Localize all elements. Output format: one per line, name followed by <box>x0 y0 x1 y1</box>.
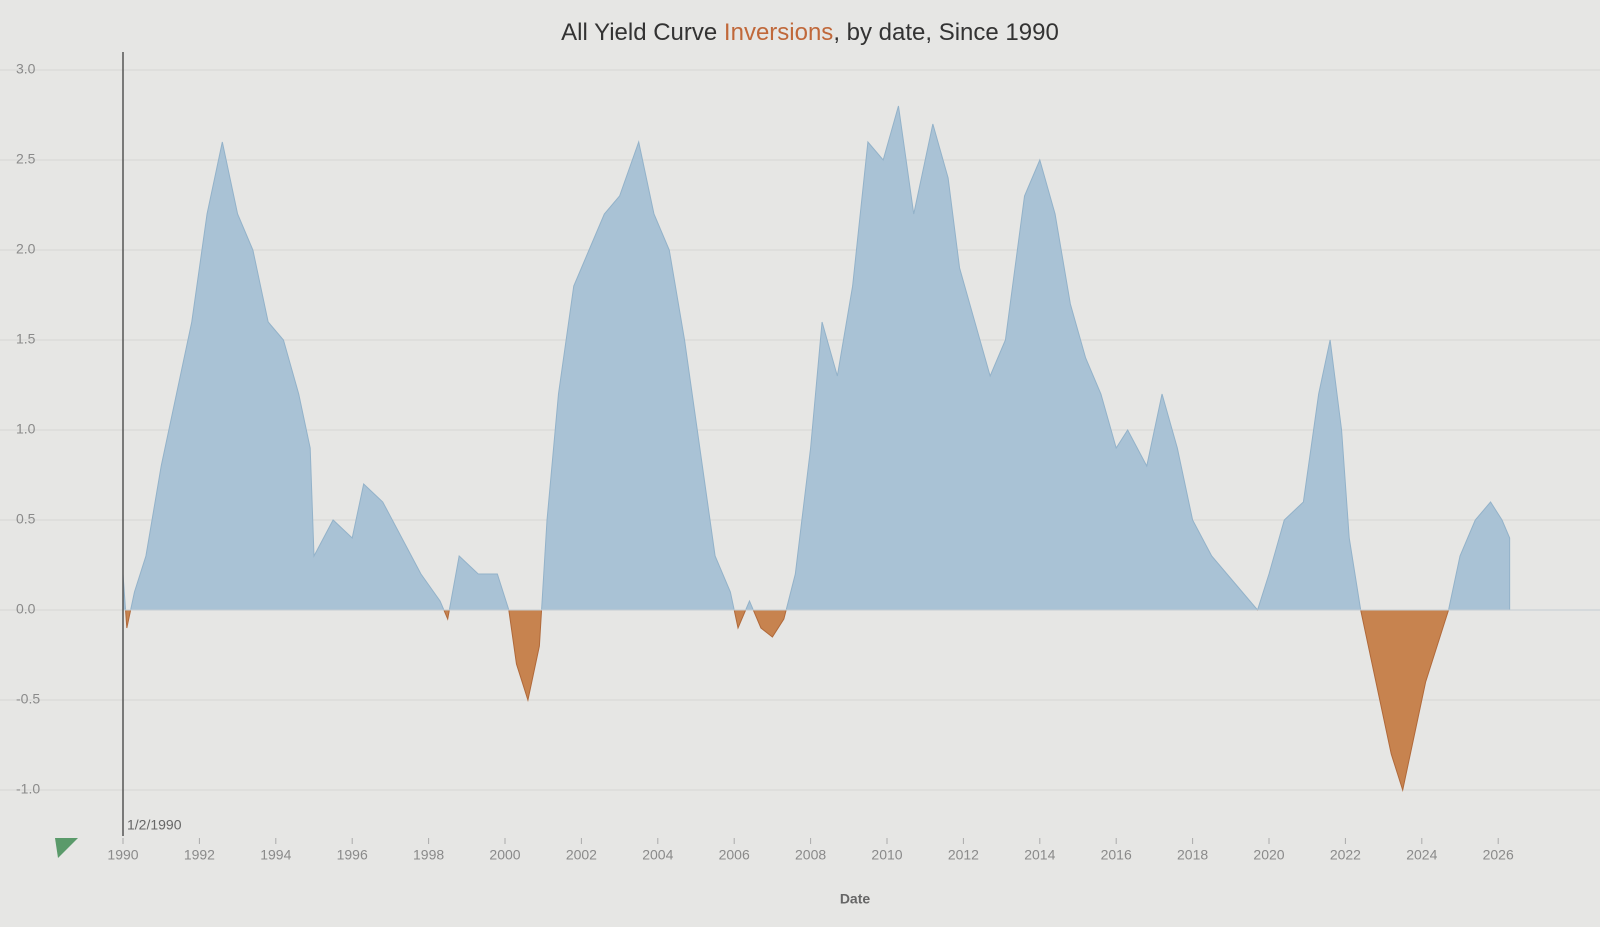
x-axis-label: Date <box>840 891 871 907</box>
x-tick-label: 2026 <box>1483 847 1514 863</box>
title-highlight: Inversions <box>724 19 833 46</box>
x-tick-label: 2006 <box>719 847 750 863</box>
y-tick-label: 2.0 <box>16 241 36 257</box>
x-tick-label: 2004 <box>642 847 673 863</box>
y-tick-label: 1.0 <box>16 421 36 437</box>
corner-marker <box>55 838 78 858</box>
title-part: , by date, Since 1990 <box>833 19 1059 46</box>
area-negative <box>122 610 1511 792</box>
x-tick-label: 1994 <box>260 847 291 863</box>
x-tick-label: 2020 <box>1253 847 1284 863</box>
x-tick-label: 1996 <box>337 847 368 863</box>
title-part: All Yield Curve <box>561 19 717 46</box>
area-positive <box>122 105 1511 610</box>
annotation: 1/2/1990 <box>127 817 182 833</box>
x-tick-label: 1998 <box>413 847 444 863</box>
x-tick-label: 2000 <box>489 847 520 863</box>
x-tick-label: 2008 <box>795 847 826 863</box>
y-tick-label: 0.0 <box>16 601 36 617</box>
x-tick-label: 2002 <box>566 847 597 863</box>
x-tick-label: 2010 <box>871 847 902 863</box>
x-tick-label: 2012 <box>948 847 979 863</box>
y-tick-label: 2.5 <box>16 151 36 167</box>
x-tick-label: 2014 <box>1024 847 1055 863</box>
y-tick-label: 0.5 <box>16 511 36 527</box>
x-tick-label: 2024 <box>1406 847 1437 863</box>
x-tick-label: 2022 <box>1330 847 1361 863</box>
y-tick-label: 3.0 <box>16 61 36 77</box>
y-tick-label: -1.0 <box>16 781 40 797</box>
x-tick-label: 2018 <box>1177 847 1208 863</box>
x-tick-label: 2016 <box>1101 847 1132 863</box>
x-tick-label: 1990 <box>107 847 138 863</box>
y-tick-label: 1.5 <box>16 331 36 347</box>
y-tick-label: -0.5 <box>16 691 40 707</box>
x-tick-label: 1992 <box>184 847 215 863</box>
chart-title: All Yield Curve Inversions, by date, Sin… <box>561 19 1059 46</box>
